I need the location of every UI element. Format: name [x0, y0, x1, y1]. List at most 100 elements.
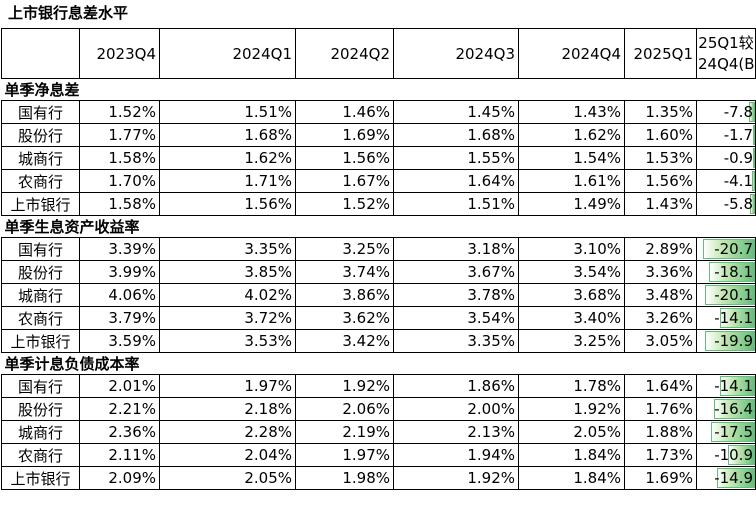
value-cell: 3.72% [159, 306, 296, 330]
value-cell: 1.54% [518, 146, 625, 170]
value-cell: 1.78% [518, 374, 625, 398]
data-bar [719, 376, 755, 396]
value-cell: 1.68% [393, 123, 519, 147]
col-header: 2024Q4 [518, 28, 625, 79]
change-value: -19.9 [714, 332, 753, 350]
value-cell: 2.00% [393, 397, 519, 421]
value-cell: 2.13% [393, 420, 519, 444]
section-header-row: 单季计息负债成本率 [1, 352, 756, 375]
value-cell: 3.05% [624, 329, 697, 353]
table-row: 国有行 2.01% 1.97% 1.92% 1.86% 1.78% 1.64% -14.1 [1, 374, 756, 398]
bank-name: 城商行 [1, 283, 80, 307]
value-cell: 3.74% [295, 260, 394, 284]
section-title: 单季净息差 [1, 78, 756, 101]
value-cell: 3.54% [518, 260, 625, 284]
value-cell: 1.51% [159, 100, 296, 124]
value-cell: 3.85% [159, 260, 296, 284]
value-cell: 3.40% [518, 306, 625, 330]
section-header-row: 单季净息差 [1, 78, 756, 101]
bank-name: 城商行 [1, 420, 80, 444]
bank-name: 国有行 [1, 374, 80, 398]
value-cell: 1.69% [295, 123, 394, 147]
value-cell: 1.70% [79, 169, 160, 193]
value-cell: 3.39% [79, 237, 160, 261]
value-cell: 2.19% [295, 420, 394, 444]
table-title: 上市银行息差水平 [8, 4, 129, 22]
value-cell: 3.59% [79, 329, 160, 353]
value-cell: 3.79% [79, 306, 160, 330]
table-row: 股份行 3.99% 3.85% 3.74% 3.67% 3.54% 3.36% -18.1 [1, 260, 756, 284]
change-value: -1.7 [723, 126, 753, 144]
value-cell: 2.04% [159, 443, 296, 467]
header-row: 2023Q4 2024Q1 2024Q2 2024Q3 2024Q4 2025Q… [1, 28, 756, 79]
table-row: 城商行 4.06% 4.02% 3.86% 3.78% 3.68% 3.48% -20.1 [1, 283, 756, 307]
value-cell: 1.73% [624, 443, 697, 467]
value-cell: 2.18% [159, 397, 296, 421]
col-header: 2024Q3 [393, 28, 519, 79]
bank-name: 股份行 [1, 260, 80, 284]
bank-name: 城商行 [1, 146, 80, 170]
col-header: 2024Q2 [295, 28, 394, 79]
data-bar [750, 194, 755, 214]
value-cell: 3.42% [295, 329, 394, 353]
change-cell: -1.7 [696, 123, 756, 147]
value-cell: 1.92% [393, 466, 519, 490]
value-cell: 4.02% [159, 283, 296, 307]
change-cell: -14.9 [696, 466, 756, 490]
value-cell: 2.11% [79, 443, 160, 467]
value-cell: 3.25% [518, 329, 625, 353]
change-value: -5.8 [723, 195, 753, 213]
header-blank [1, 28, 80, 79]
value-cell: 1.58% [79, 146, 160, 170]
value-cell: 2.05% [518, 420, 625, 444]
table-row: 上市银行 3.59% 3.53% 3.42% 3.35% 3.25% 3.05% -19.9 [1, 329, 756, 353]
bank-name: 农商行 [1, 169, 80, 193]
col-header: 2024Q1 [159, 28, 296, 79]
value-cell: 1.68% [159, 123, 296, 147]
change-cell: -5.8 [696, 192, 756, 216]
value-cell: 1.98% [295, 466, 394, 490]
data-bar [751, 171, 755, 191]
value-cell: 1.46% [295, 100, 394, 124]
value-cell: 3.26% [624, 306, 697, 330]
section-header-row: 单季生息资产收益率 [1, 215, 756, 238]
table-row: 农商行 1.70% 1.71% 1.67% 1.64% 1.61% 1.56% -4.1 [1, 169, 756, 193]
bank-name: 国有行 [1, 237, 80, 261]
value-cell: 1.53% [624, 146, 697, 170]
value-cell: 1.71% [159, 169, 296, 193]
value-cell: 1.94% [393, 443, 519, 467]
nim-table: 2023Q4 2024Q1 2024Q2 2024Q3 2024Q4 2025Q… [1, 28, 756, 490]
value-cell: 3.35% [159, 237, 296, 261]
data-bar [702, 239, 755, 259]
section-title: 单季生息资产收益率 [1, 215, 756, 238]
change-value: -14.1 [714, 377, 753, 395]
change-cell: -10.9 [696, 443, 756, 467]
value-cell: 2.28% [159, 420, 296, 444]
value-cell: 1.60% [624, 123, 697, 147]
bank-name: 股份行 [1, 397, 80, 421]
change-cell: -14.1 [696, 306, 756, 330]
value-cell: 3.36% [624, 260, 697, 284]
change-value: -14.1 [714, 309, 753, 327]
value-cell: 1.52% [295, 192, 394, 216]
change-value: -10.9 [714, 446, 753, 464]
value-cell: 3.10% [518, 237, 625, 261]
value-cell: 1.62% [518, 123, 625, 147]
table-row: 国有行 1.52% 1.51% 1.46% 1.45% 1.43% 1.35% -7.8 [1, 100, 756, 124]
value-cell: 2.09% [79, 466, 160, 490]
value-cell: 3.18% [393, 237, 519, 261]
change-value: -14.9 [714, 469, 753, 487]
value-cell: 3.78% [393, 283, 519, 307]
data-bar [713, 399, 755, 419]
value-cell: 3.35% [393, 329, 519, 353]
change-cell: -0.9 [696, 146, 756, 170]
value-cell: 1.84% [518, 466, 625, 490]
data-bar [704, 285, 755, 305]
value-cell: 1.43% [624, 192, 697, 216]
data-bar [717, 468, 755, 488]
data-bar [727, 445, 755, 465]
change-value: -4.1 [723, 172, 753, 190]
value-cell: 2.36% [79, 420, 160, 444]
value-cell: 1.88% [624, 420, 697, 444]
table-row: 农商行 2.11% 2.04% 1.97% 1.94% 1.84% 1.73% -10.9 [1, 443, 756, 467]
